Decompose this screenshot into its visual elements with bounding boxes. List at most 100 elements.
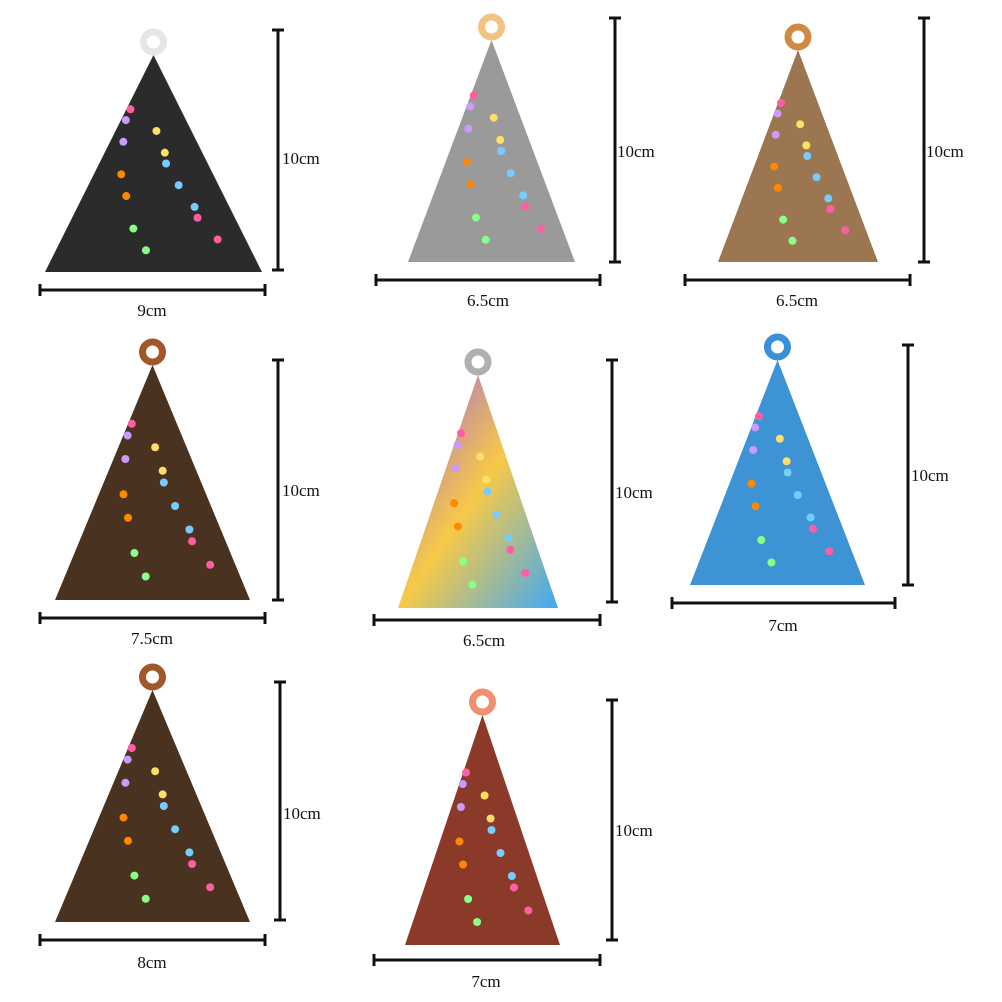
light <box>159 478 168 487</box>
light <box>806 513 815 522</box>
light <box>782 457 791 466</box>
light <box>497 147 506 155</box>
height-label: 10cm <box>283 804 321 823</box>
light <box>481 235 490 244</box>
light <box>466 180 475 189</box>
light <box>162 159 171 168</box>
hanger-ring <box>140 28 167 56</box>
light <box>450 499 459 508</box>
light <box>121 778 130 787</box>
light <box>519 191 528 200</box>
hanger-ring <box>464 348 492 376</box>
width-label: 9cm <box>137 301 166 320</box>
light <box>480 791 489 800</box>
light <box>129 224 138 233</box>
ornament: 10cm 6.5cm <box>372 348 653 650</box>
light <box>188 860 197 868</box>
light <box>457 429 465 438</box>
light <box>160 148 169 157</box>
light <box>507 872 516 880</box>
light <box>773 109 782 118</box>
hanger-ring <box>478 13 505 41</box>
light <box>193 213 202 222</box>
light <box>185 525 194 534</box>
ornament: 10cm 9cm <box>38 28 320 320</box>
light <box>124 513 133 522</box>
tree <box>718 50 878 262</box>
light <box>119 813 128 822</box>
light <box>788 236 797 245</box>
light <box>141 894 150 903</box>
tree <box>405 715 560 945</box>
width-label: 6.5cm <box>467 291 509 310</box>
light <box>749 446 758 454</box>
ornament: 10cm 8cm <box>38 663 321 972</box>
light <box>483 487 492 496</box>
light <box>123 755 132 764</box>
light <box>771 130 780 139</box>
light <box>793 491 802 499</box>
light <box>174 181 183 190</box>
light <box>188 537 197 546</box>
light <box>803 152 812 160</box>
light <box>496 849 505 857</box>
ornament: 10cm 6.5cm <box>374 13 655 310</box>
hanger-ring <box>764 333 791 361</box>
light <box>751 502 760 511</box>
ornament: 10cm 7cm <box>372 688 653 991</box>
light <box>751 423 760 432</box>
light <box>775 434 784 443</box>
tree <box>408 40 575 262</box>
light <box>458 780 467 788</box>
height-label: 10cm <box>926 142 964 161</box>
light <box>808 524 817 533</box>
light <box>130 871 139 880</box>
light <box>130 549 139 557</box>
light <box>469 91 478 100</box>
width-label: 7.5cm <box>131 629 173 648</box>
light <box>121 455 130 463</box>
light <box>127 419 136 428</box>
light <box>767 558 776 567</box>
light <box>468 580 477 589</box>
light <box>496 135 505 144</box>
light <box>151 443 160 452</box>
light <box>462 768 471 777</box>
width-label: 6.5cm <box>776 291 818 310</box>
width-label: 7cm <box>471 972 500 991</box>
light <box>754 412 763 421</box>
tree <box>45 55 262 272</box>
width-label: 6.5cm <box>463 631 505 650</box>
light <box>841 226 850 235</box>
light <box>796 120 805 129</box>
light <box>141 246 150 255</box>
light <box>489 113 498 122</box>
light <box>487 826 496 834</box>
light <box>824 194 833 203</box>
light <box>453 440 462 449</box>
width-label: 8cm <box>137 953 166 972</box>
light <box>122 192 131 201</box>
light <box>462 158 471 167</box>
light <box>185 848 194 857</box>
light <box>492 510 501 519</box>
light <box>472 213 481 222</box>
ornament: 10cm 7cm <box>670 333 949 635</box>
light <box>777 99 785 107</box>
light <box>158 466 167 475</box>
ornament: 10cm 6.5cm <box>683 16 964 310</box>
height-label: 10cm <box>282 149 320 168</box>
light <box>158 790 167 799</box>
height-label: 10cm <box>282 481 320 500</box>
light <box>466 102 475 111</box>
tree <box>690 360 865 585</box>
light <box>141 572 150 581</box>
light <box>119 137 128 146</box>
height-label: 10cm <box>615 483 653 502</box>
light <box>459 860 468 869</box>
height-label: 10cm <box>617 142 655 161</box>
light <box>825 547 834 556</box>
light <box>126 105 135 114</box>
light <box>206 560 215 569</box>
